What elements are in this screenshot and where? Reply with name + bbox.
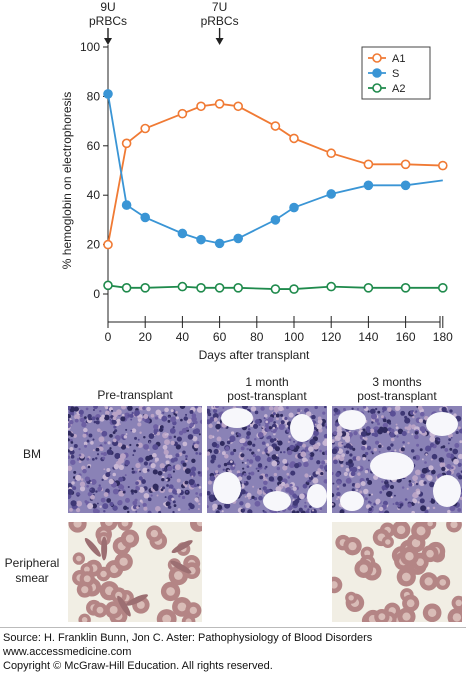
series-S-point-10 bbox=[363, 180, 374, 191]
series-A2-point-6 bbox=[233, 283, 243, 293]
series-A1-point-7 bbox=[270, 121, 281, 131]
x-tick-label-0: 0 bbox=[105, 330, 112, 344]
x-axis-label: Days after transplant bbox=[199, 348, 310, 362]
series-A2-point-3 bbox=[177, 281, 188, 292]
source-url: www.accessmedicine.com bbox=[3, 646, 132, 658]
source-citation: Source: H. Franklin Bunn, Jon C. Aster: … bbox=[3, 632, 373, 644]
series-A2-point-11 bbox=[400, 283, 411, 293]
series-A1-point-4 bbox=[196, 101, 206, 112]
series-A2-point-8 bbox=[289, 284, 299, 294]
series-A1-point-0 bbox=[103, 239, 113, 250]
y-tick-label-40: 40 bbox=[87, 188, 101, 202]
series-S-point-6 bbox=[233, 233, 243, 244]
x-tick-label-100: 100 bbox=[284, 330, 304, 344]
x-tick-label-160: 160 bbox=[396, 330, 416, 344]
series-A2-point-0 bbox=[103, 280, 113, 291]
col-header-pre-transplant: Pre-transplant bbox=[97, 388, 173, 402]
legend-A1-label: A1 bbox=[392, 53, 405, 65]
series-A2-point-12 bbox=[437, 283, 448, 293]
legend-A2-label: A2 bbox=[392, 83, 405, 95]
source-copyright: Copyright © McGraw-Hill Education. All r… bbox=[3, 660, 273, 672]
annotation-0-line-0: 9U bbox=[100, 0, 115, 14]
series-A1-point-6 bbox=[233, 101, 243, 112]
series-S-point-9 bbox=[326, 189, 337, 199]
series-A1-point-2 bbox=[140, 123, 150, 134]
x-tick-label-20: 20 bbox=[139, 330, 153, 344]
series-A2-point-2 bbox=[140, 283, 150, 293]
row-label-bm: BM bbox=[23, 447, 41, 461]
series-A1-point-10 bbox=[363, 159, 374, 170]
series-A1-point-3 bbox=[177, 108, 188, 119]
row-label-peripheral-smear: Peripheral smear bbox=[4, 556, 60, 585]
series-A1-point-5 bbox=[214, 99, 225, 109]
col-header-3-months: 3 months post-transplant bbox=[357, 375, 437, 403]
x-tick-label-120: 120 bbox=[321, 330, 341, 344]
smear-pre-transplant-image bbox=[68, 522, 202, 622]
series-A1-point-12 bbox=[437, 160, 448, 171]
series-S-point-0 bbox=[103, 89, 113, 99]
x-tick-label-180: 180 bbox=[433, 330, 453, 344]
series-S-point-8 bbox=[289, 202, 299, 213]
series-S-point-4 bbox=[196, 234, 206, 245]
series-S-point-5 bbox=[214, 238, 225, 249]
hemoglobin-line-chart: 0 20 40 60 80 100 0 20 40 60 80 100 120 140 160 180 Days… bbox=[60, 0, 453, 362]
series-S-point-11 bbox=[400, 180, 411, 191]
series-A2-point-5 bbox=[214, 283, 225, 293]
series-S-point-2 bbox=[140, 212, 150, 223]
col-header-1-month: 1 month post-transplant bbox=[227, 375, 307, 403]
source-divider bbox=[0, 627, 466, 628]
y-tick-label-100: 100 bbox=[80, 40, 100, 54]
legend-A1-marker bbox=[372, 53, 382, 63]
annotation-1-line-1: pRBCs bbox=[201, 14, 239, 28]
series-A1-point-9 bbox=[326, 148, 337, 159]
series-S-point-7 bbox=[270, 215, 281, 225]
bm-1-month-image bbox=[207, 406, 327, 513]
x-tick-label-80: 80 bbox=[250, 330, 264, 344]
annotation-1-arrow-head bbox=[215, 38, 224, 45]
legend-S-marker bbox=[372, 68, 382, 78]
series-A2-point-4 bbox=[196, 283, 206, 293]
x-tick-label-40: 40 bbox=[176, 330, 190, 344]
series-A2-point-1 bbox=[121, 283, 132, 293]
series-A2-point-7 bbox=[270, 284, 281, 294]
annotation-1-line-0: 7U bbox=[212, 0, 227, 14]
series-S-point-3 bbox=[177, 228, 188, 239]
y-tick-label-80: 80 bbox=[87, 89, 101, 103]
bm-3-months-image bbox=[332, 406, 462, 513]
x-tick-label-140: 140 bbox=[358, 330, 378, 344]
legend-S-label: S bbox=[392, 68, 399, 80]
series-A2-point-9 bbox=[326, 281, 337, 292]
y-tick-label-0: 0 bbox=[93, 287, 100, 301]
series-A1-point-8 bbox=[289, 133, 299, 144]
series-A2-point-10 bbox=[363, 283, 374, 293]
series-S-point-1 bbox=[121, 200, 132, 210]
annotation-0-line-1: pRBCs bbox=[89, 14, 127, 28]
legend-A2-marker bbox=[372, 83, 382, 93]
series-A1-point-1 bbox=[121, 138, 132, 149]
bm-pre-transplant-image bbox=[68, 406, 202, 513]
y-tick-label-60: 60 bbox=[87, 139, 101, 153]
series-A1-point-11 bbox=[400, 159, 411, 170]
annotation-0-arrow-head bbox=[104, 38, 112, 45]
x-tick-label-60: 60 bbox=[213, 330, 227, 344]
smear-3-months-image bbox=[332, 522, 462, 622]
y-tick-label-20: 20 bbox=[87, 238, 101, 252]
y-axis-label: % hemoglobin on electrophoresis bbox=[60, 92, 74, 269]
